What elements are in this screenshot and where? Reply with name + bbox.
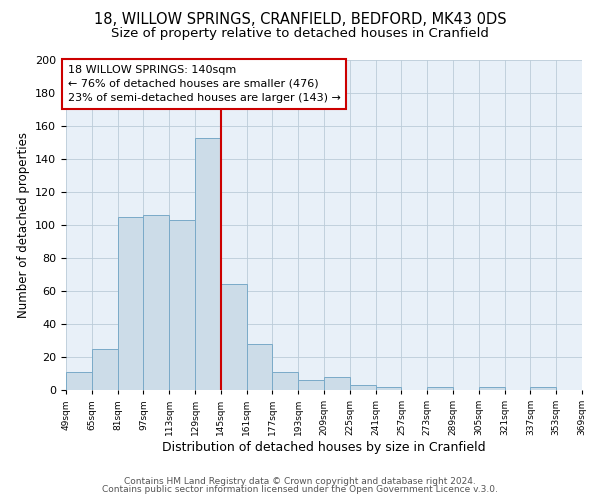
Bar [195,138,221,390]
Text: Contains public sector information licensed under the Open Government Licence v.: Contains public sector information licen… [102,485,498,494]
Bar [479,386,505,390]
Bar [143,215,169,390]
Bar [376,386,401,390]
Bar [247,344,272,390]
Y-axis label: Number of detached properties: Number of detached properties [17,132,29,318]
Text: 18 WILLOW SPRINGS: 140sqm
← 76% of detached houses are smaller (476)
23% of semi: 18 WILLOW SPRINGS: 140sqm ← 76% of detac… [68,65,340,103]
Bar [530,386,556,390]
Bar [324,377,350,390]
Text: 18, WILLOW SPRINGS, CRANFIELD, BEDFORD, MK43 0DS: 18, WILLOW SPRINGS, CRANFIELD, BEDFORD, … [94,12,506,28]
Text: Size of property relative to detached houses in Cranfield: Size of property relative to detached ho… [111,28,489,40]
Bar [427,386,453,390]
Bar [169,220,195,390]
Bar [298,380,324,390]
Bar [272,372,298,390]
Bar [221,284,247,390]
X-axis label: Distribution of detached houses by size in Cranfield: Distribution of detached houses by size … [162,441,486,454]
Text: Contains HM Land Registry data © Crown copyright and database right 2024.: Contains HM Land Registry data © Crown c… [124,477,476,486]
Bar [350,385,376,390]
Bar [66,372,92,390]
Bar [92,349,118,390]
Bar [118,217,143,390]
